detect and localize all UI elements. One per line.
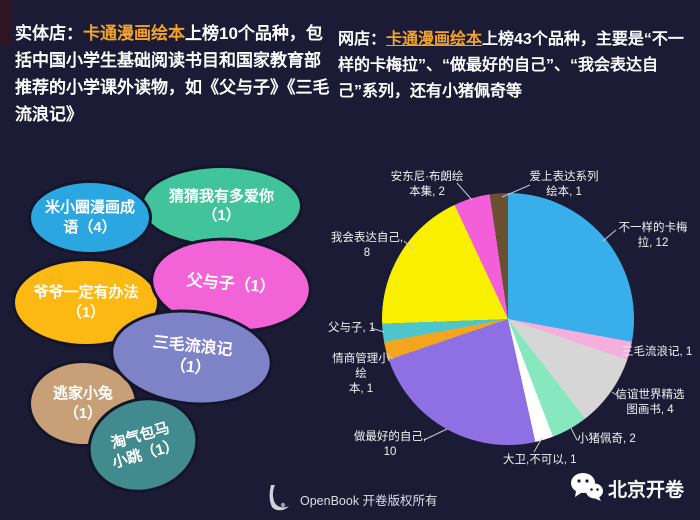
- physical-store-text: 上榜10个品种，包括中国小学生基础阅读书目和国家教育部推荐的小学课外读物，如《父…: [15, 24, 330, 124]
- physical-store-prefix: 实体店：: [15, 24, 83, 43]
- online-store-text: 上榜43个品种，主要是“不一样的卡梅拉”、“做最好的自己”、“我会表达自己”系列…: [338, 31, 684, 100]
- bubble-mi-xiao-quan-idioms: 米小圈漫画成 语（4）: [28, 180, 152, 255]
- pie-label-peppa-pig: 小猪佩奇, 2: [577, 433, 636, 445]
- bubble-guess-how-much-i-love-you: 猜猜我有多爱你 （1）: [140, 165, 303, 247]
- pie-label-father-son: 父与子, 1: [328, 322, 376, 334]
- pie-label-eq-books: 情商管理小绘 本, 1: [332, 353, 390, 396]
- corner-shadow: [0, 0, 11, 46]
- wechat-account-name: 北京开卷: [608, 480, 685, 501]
- physical-store-heading: 实体店：卡通漫画绘本上榜10个品种，包括中国小学生基础阅读书目和国家教育部推荐的…: [15, 20, 331, 128]
- physical-store-highlight: 卡通漫画绘本: [83, 24, 185, 43]
- pie-label-express-myself: 我会表达自己, 8: [330, 232, 404, 260]
- online-store-prefix: 网店：: [338, 31, 387, 48]
- online-store-highlight: 卡通漫画绘本: [386, 31, 483, 48]
- pie-label-david: 大卫,不可以, 1: [503, 454, 577, 466]
- pie-label-love-express: 爱上表达系列 绘本, 1: [529, 171, 599, 199]
- pie-chart: [382, 193, 634, 445]
- pie-label-anthony-browne: 安东尼·布朗绘 本集, 2: [390, 171, 464, 199]
- pie-label-best-self: 做最好的自己, 10: [353, 431, 427, 459]
- openbook-logo-icon: [269, 485, 289, 511]
- pie-label-sanmao: 三毛流浪记, 1: [622, 346, 693, 358]
- bubble-grandpa-has-a-way: 爷爷一定有办法 （1）: [12, 258, 160, 347]
- pie-label-xinyi-picture-books: 信谊世界精选 图画书, 4: [615, 389, 685, 417]
- online-store-heading: 网店：卡通漫画绘本上榜43个品种，主要是“不一样的卡梅拉”、“做最好的自己”、“…: [338, 27, 696, 105]
- wechat-icon: [571, 473, 603, 501]
- pie-label-camela: 不一样的卡梅 拉, 12: [618, 222, 688, 250]
- copyright-text: OpenBook 开卷版权所有: [300, 494, 438, 508]
